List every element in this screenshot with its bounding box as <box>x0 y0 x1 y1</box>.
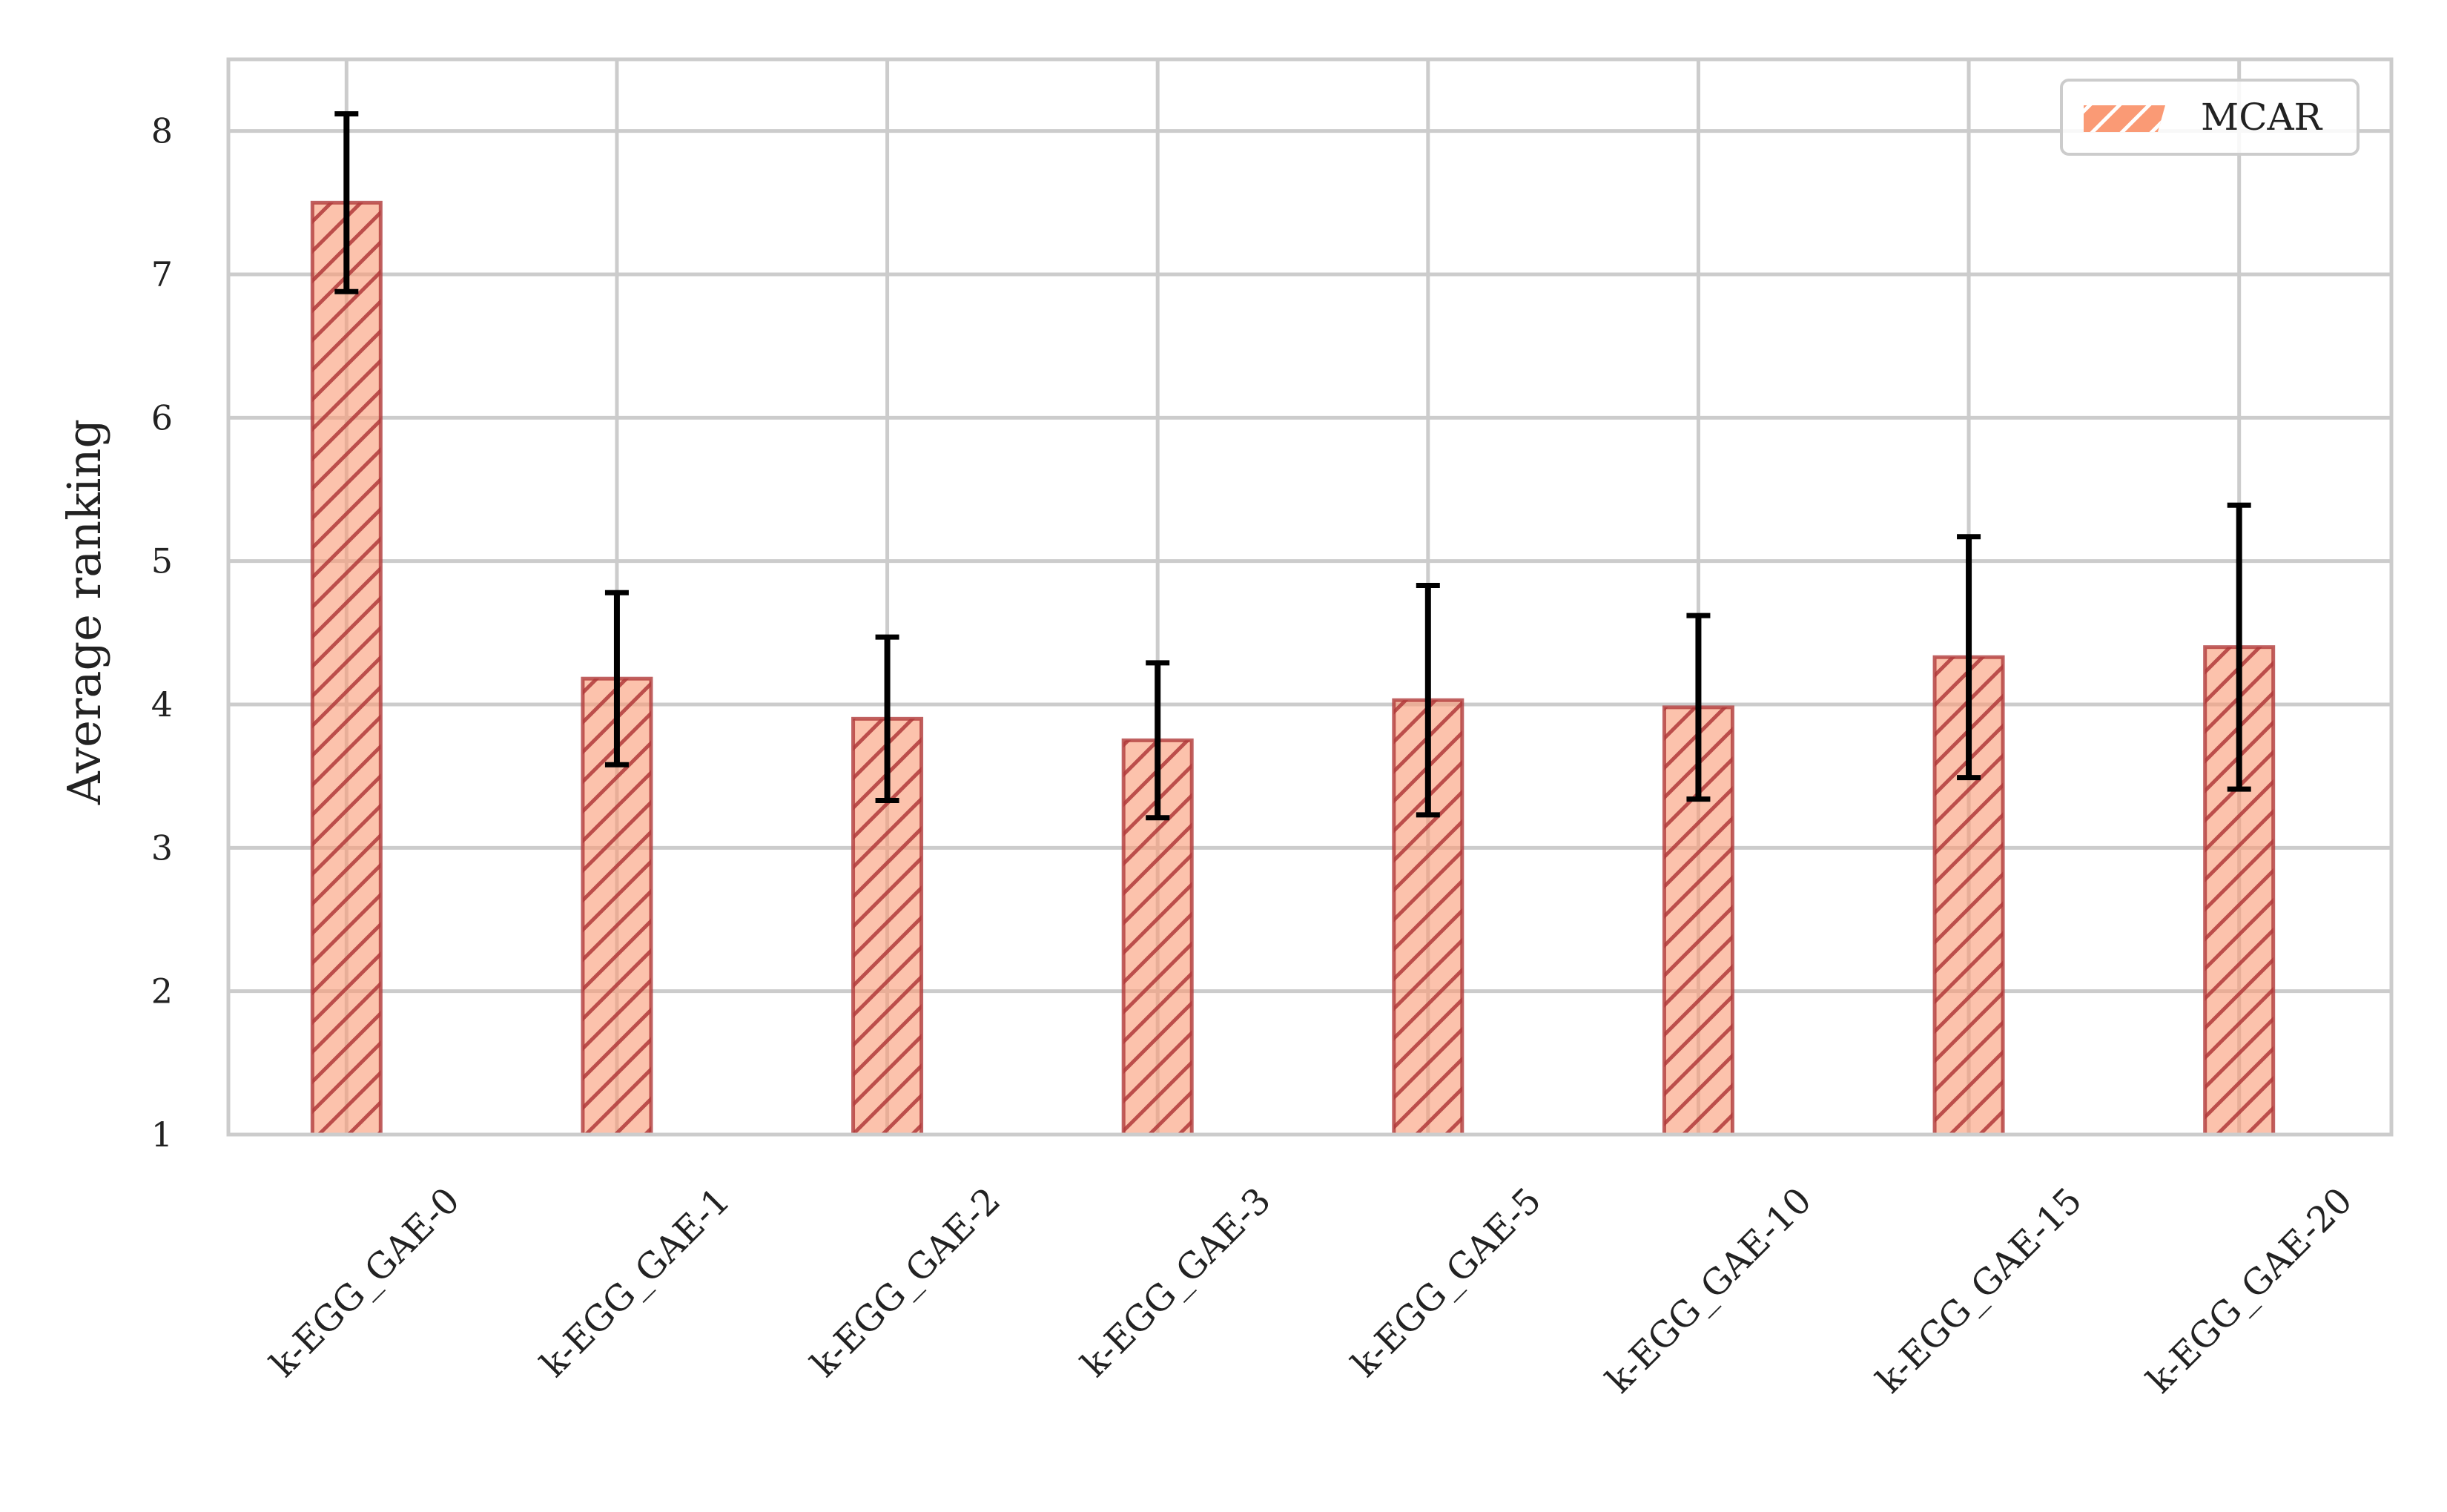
y-tick-label: 4 <box>151 684 173 724</box>
y-tick-label: 3 <box>151 828 173 868</box>
x-tick-label: k-EGG_GAE-20 <box>2139 1180 2360 1402</box>
x-tick-label: k-EGG_GAE-10 <box>1598 1180 1820 1402</box>
y-tick-label: 1 <box>151 1115 173 1155</box>
x-tick-label: k-EGG_GAE-1 <box>532 1180 738 1385</box>
legend-label: MCAR <box>2201 96 2323 139</box>
y-tick-label: 7 <box>151 254 173 294</box>
x-tick-labels: k-EGG_GAE-0 k-EGG_GAE-1 k-EGG_GAE-2 k-EGG_G… <box>262 1180 2360 1402</box>
y-tick-label: 5 <box>151 541 173 581</box>
legend-box <box>2060 79 2360 156</box>
x-tick-label: k-EGG_GAE-2 <box>803 1180 1008 1385</box>
y-tick-label: 8 <box>151 111 173 151</box>
legend-swatch-hatch <box>2084 105 2165 132</box>
y-axis-label: Average ranking <box>57 419 111 805</box>
y-tick-label: 6 <box>151 397 173 438</box>
legend: MCAR <box>2060 79 2360 156</box>
bars-group <box>310 200 2276 1137</box>
x-tick-label: k-EGG_GAE-15 <box>1869 1180 2090 1402</box>
x-tick-label: k-EGG_GAE-5 <box>1344 1180 1549 1385</box>
x-tick-label: k-EGG_GAE-3 <box>1074 1180 1279 1385</box>
y-tick-labels: 1 2 3 4 5 6 7 8 <box>151 111 173 1155</box>
y-tick-label: 2 <box>151 971 173 1011</box>
x-tick-label: k-EGG_GAE-0 <box>262 1180 468 1385</box>
grid-lines <box>228 59 2391 1137</box>
error-bars-group <box>334 110 2251 821</box>
plot-frame <box>226 57 2394 1137</box>
bar-outline <box>310 200 383 1137</box>
